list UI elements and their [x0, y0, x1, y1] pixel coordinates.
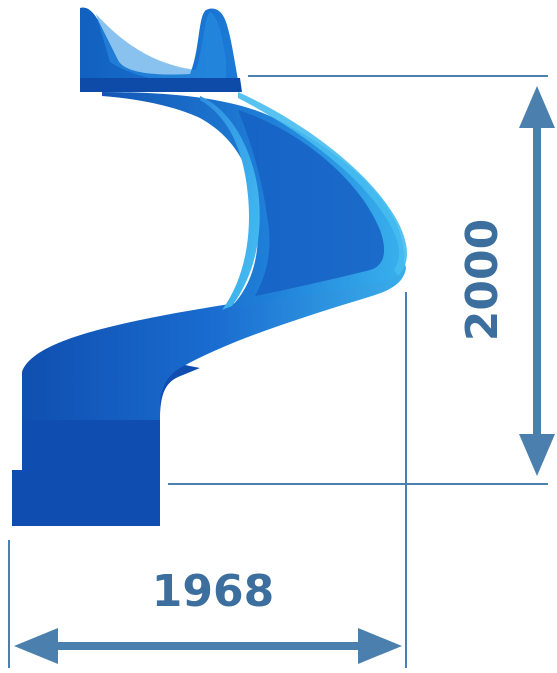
slide-spiral-rim — [200, 96, 260, 310]
slide-inner-trough — [238, 110, 385, 296]
dimension-lines — [8, 75, 548, 668]
width-arrow-head-right — [358, 628, 402, 664]
width-dimension-label: 1968 — [152, 566, 274, 617]
width-arrow-shaft — [50, 642, 368, 650]
slide-illustration — [12, 7, 407, 526]
width-arrow — [14, 628, 402, 664]
height-dimension-label: 2000 — [457, 219, 508, 341]
height-arrow-shaft — [533, 120, 541, 440]
slide-start-floor — [80, 78, 242, 92]
height-arrow-head-bottom — [519, 434, 555, 476]
slide-lower-chute — [22, 260, 406, 420]
height-arrow-head-top — [519, 86, 555, 128]
slide-start-seat — [96, 12, 226, 84]
height-arrow — [519, 86, 555, 476]
width-arrow-head-left — [14, 628, 58, 664]
